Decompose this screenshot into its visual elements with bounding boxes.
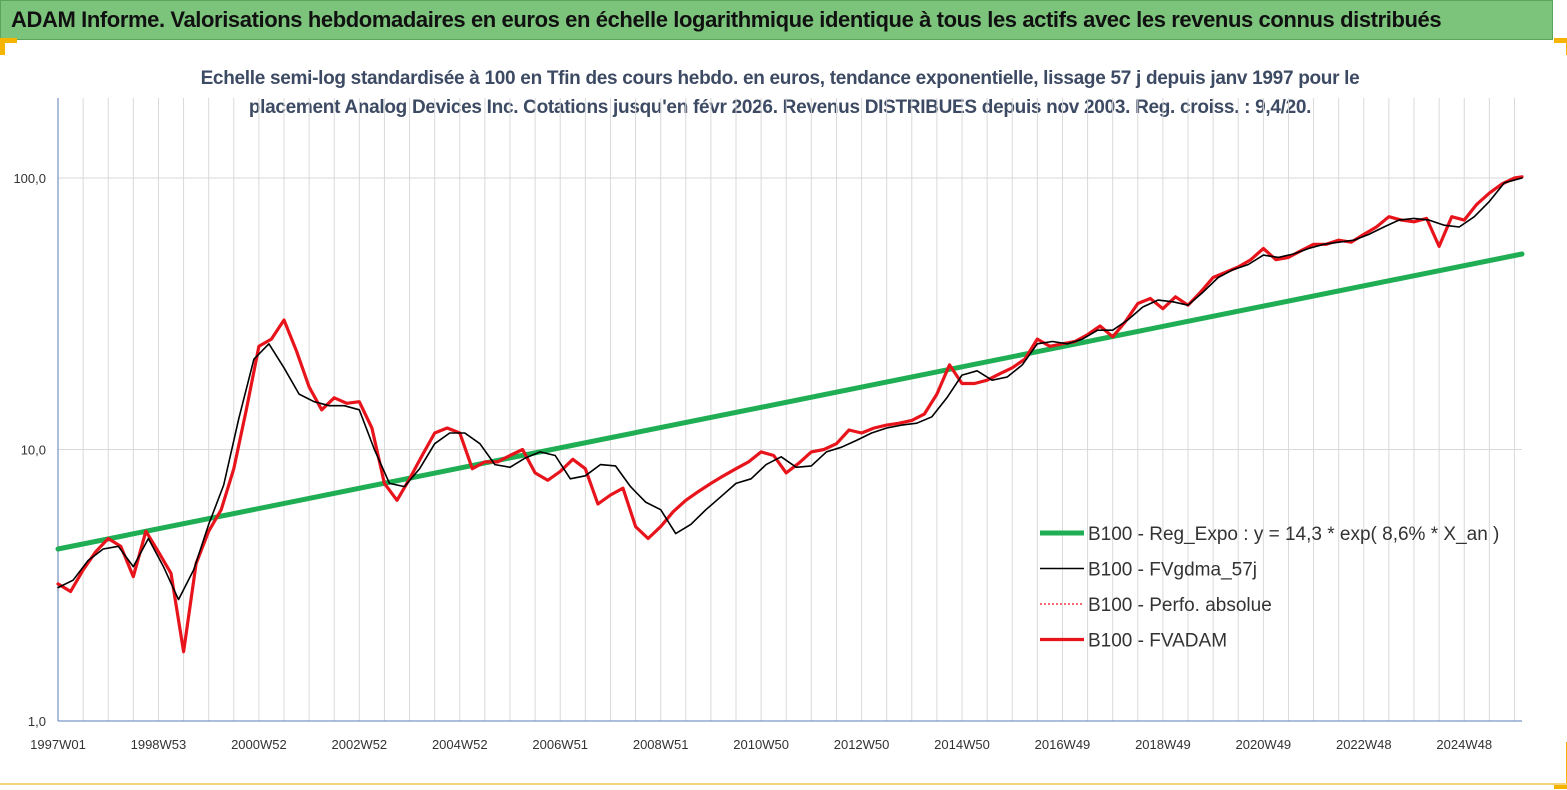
legend-label: B100 - FVADAM: [1088, 631, 1227, 652]
regression-line: [55, 251, 1525, 552]
page-title: ADAM Informe. Valorisations hebdomadaire…: [11, 7, 1442, 32]
x-tick-label: 2002W52: [332, 737, 388, 752]
x-tick-label: 2020W49: [1236, 737, 1292, 752]
legend-label: B100 - Perfo. absolue: [1088, 595, 1272, 616]
x-tick-label: 2022W48: [1336, 737, 1392, 752]
y-tick-label: 100,0: [13, 171, 46, 186]
x-tick-label: 2006W51: [532, 737, 588, 752]
x-tick-label: 2004W52: [432, 737, 488, 752]
series: [55, 175, 1525, 654]
legend-label: B100 - FVgdma_57j: [1088, 560, 1257, 581]
chart-subtitle-line-1: Echelle semi-log standardisée à 100 en T…: [200, 68, 1360, 89]
frame-corner-top-left: [0, 38, 17, 55]
x-tick-label: 2018W49: [1135, 737, 1191, 752]
y-tick-label: 10,0: [21, 443, 46, 458]
x-tick-label: 2014W50: [934, 737, 990, 752]
chart-subtitle-line-2: placement Analog Devices Inc. Cotations …: [248, 97, 1312, 118]
x-tick-label: 2008W51: [633, 737, 689, 752]
frame-bottom-border: [0, 783, 1567, 785]
x-tick-label: 1998W53: [131, 737, 187, 752]
chart-subtitle: Echelle semi-log standardisée à 100 en T…: [160, 64, 1400, 122]
x-tick-label: 1997W01: [30, 737, 86, 752]
header-banner: ADAM Informe. Valorisations hebdomadaire…: [0, 0, 1553, 40]
performance-line: [57, 176, 1523, 653]
legend: B100 - Reg_Expo : y = 14,3 * exp( 8,6% *…: [1040, 524, 1499, 652]
grid: [58, 98, 1522, 721]
axes: 1,0 10,0 100,0 1997W01 1998W53 2000W52 2002W52…: [13, 98, 1522, 752]
x-tick-label: 2010W50: [733, 737, 789, 752]
fvadam-line: [56, 175, 1524, 654]
legend-label: B100 - Reg_Expo : y = 14,3 * exp( 8,6% *…: [1088, 524, 1499, 545]
x-tick-label: 2012W50: [834, 737, 890, 752]
x-tick-label: 2000W52: [231, 737, 287, 752]
x-tick-label: 2016W49: [1035, 737, 1091, 752]
y-tick-label: 1,0: [28, 714, 46, 729]
smoothed-line: [57, 177, 1523, 601]
x-tick-label: 2024W48: [1436, 737, 1492, 752]
